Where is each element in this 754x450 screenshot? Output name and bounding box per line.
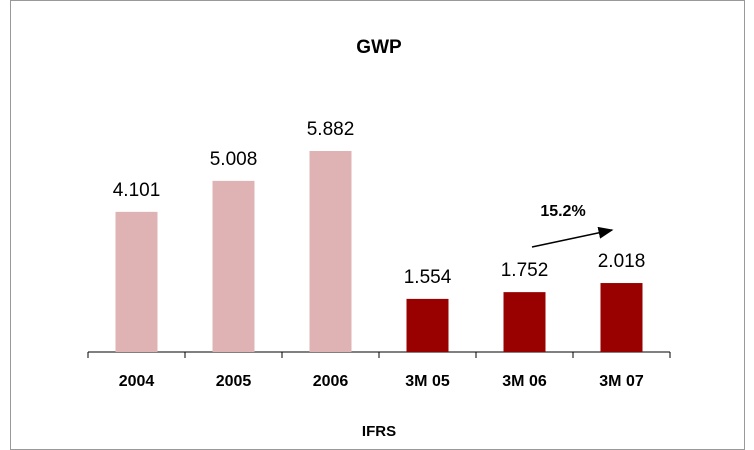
bar xyxy=(503,292,546,352)
value-label: 5.008 xyxy=(210,149,258,170)
annotation: 15.2% xyxy=(540,203,585,220)
bar xyxy=(309,151,352,352)
x-axis-label: IFRS xyxy=(362,423,396,440)
value-label: 1.554 xyxy=(404,267,452,288)
value-label: 4.101 xyxy=(113,180,161,201)
value-label: 2.018 xyxy=(598,251,646,272)
growth-arrow xyxy=(531,226,614,248)
chart-title: GWP xyxy=(356,37,402,58)
bar xyxy=(115,211,158,352)
x-tick-label: 2006 xyxy=(313,373,349,390)
x-tick-label: 3M 05 xyxy=(405,373,450,390)
value-label: 1.752 xyxy=(501,260,549,281)
bar xyxy=(600,283,643,352)
x-tick-label: 3M 07 xyxy=(599,373,644,390)
x-tick-label: 3M 06 xyxy=(502,373,547,390)
bar xyxy=(212,180,255,352)
x-tick-label: 2005 xyxy=(216,373,252,390)
value-label: 5.882 xyxy=(307,119,355,140)
x-tick-label: 2004 xyxy=(119,373,155,390)
bar xyxy=(406,298,449,352)
